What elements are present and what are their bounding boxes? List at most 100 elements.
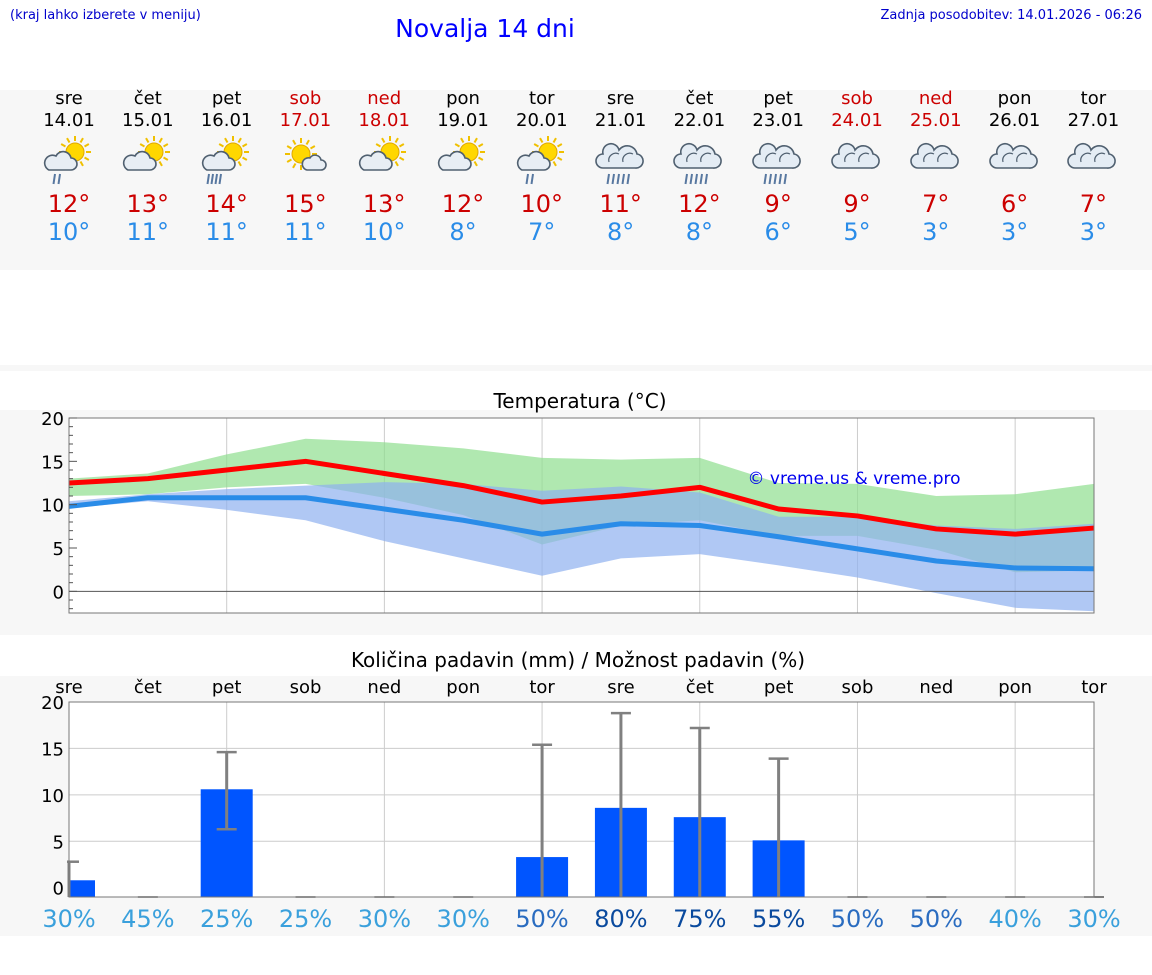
day-name: sre <box>55 88 83 109</box>
day-name: sre <box>606 88 635 109</box>
forecast-day: čet 15.01 13° 11° <box>109 88 187 246</box>
sun-cloud-rain-icon <box>516 136 564 185</box>
precipitation-tick-label: 10 <box>41 786 64 807</box>
day-name: sob <box>289 88 322 109</box>
day-date: 14.01 <box>43 110 95 131</box>
temperature-line-min <box>68 495 1095 572</box>
forecast-day: sob 24.01 9° 5° <box>818 88 896 246</box>
temp-min: 11° <box>205 218 248 246</box>
forecast-day: pon 26.01 6° 3° <box>976 88 1054 246</box>
temperature-tick-label: 15 <box>41 452 64 473</box>
temp-min: 8° <box>606 218 635 246</box>
forecast-day: pet 23.01 9° 6° <box>739 88 817 246</box>
temp-max: 12° <box>441 190 485 218</box>
precipitation-probability: 25% <box>279 905 332 933</box>
temperature-plot-border <box>68 417 1095 614</box>
forecast-day: čet 22.01 12° 8° <box>660 88 738 246</box>
cloud-icon <box>831 142 880 169</box>
precipitation-probability: 25% <box>200 905 253 933</box>
precipitation-category-label: ned <box>919 677 953 698</box>
precipitation-category-label: tor <box>529 677 555 698</box>
cloud-heavy-rain-icon <box>752 142 802 185</box>
forecast-day: pet 16.01 14° 11° <box>188 88 266 246</box>
day-date: 27.01 <box>1067 110 1120 131</box>
temp-min: 11° <box>284 218 327 246</box>
temp-min: 5° <box>843 218 871 246</box>
temperature-band-min-range <box>69 482 1094 612</box>
sun-cloud-icon <box>437 136 485 171</box>
precipitation-category-label: sob <box>290 677 322 698</box>
day-name: pet <box>763 88 793 109</box>
divider <box>0 365 1152 371</box>
day-date: 26.01 <box>988 110 1041 131</box>
forecast-day: ned 25.01 7° 3° <box>897 88 975 246</box>
precipitation-probability: 45% <box>121 905 174 933</box>
temperature-tick-label: 10 <box>41 496 64 517</box>
day-name: čet <box>133 88 162 109</box>
day-name: tor <box>1080 88 1107 109</box>
forecast-day: sre 21.01 11° 8° <box>582 88 660 246</box>
temperature-tick-label: 5 <box>53 539 64 560</box>
forecast-day: tor 20.01 10° 7° <box>503 88 581 246</box>
day-date: 15.01 <box>122 110 174 131</box>
temp-max: 12° <box>47 190 91 218</box>
precipitation-category-label: sre <box>55 677 82 698</box>
precipitation-category-label: ned <box>367 677 401 698</box>
temp-max: 10° <box>520 190 564 218</box>
precipitation-category-label: pon <box>998 677 1032 698</box>
precipitation-probability: 40% <box>988 905 1041 933</box>
precipitation-category-label: sre <box>607 677 634 698</box>
forecast-day: tor 27.01 7° 3° <box>1054 88 1132 246</box>
temp-max: 12° <box>678 190 721 218</box>
day-name: čet <box>685 88 714 109</box>
precipitation-category-label: čet <box>686 677 714 698</box>
temp-max: 7° <box>1079 190 1108 218</box>
temp-min: 10° <box>362 218 406 246</box>
day-date: 21.01 <box>594 110 647 131</box>
temp-min: 3° <box>1079 218 1108 246</box>
precipitation-tick-label: 20 <box>41 693 64 714</box>
precipitation-category-label: čet <box>134 677 162 698</box>
temp-min: 7° <box>528 218 556 246</box>
day-date: 20.01 <box>516 110 568 131</box>
day-name: sob <box>841 88 873 109</box>
day-date: 23.01 <box>752 110 804 131</box>
temp-max: 6° <box>1000 190 1029 218</box>
temp-max: 13° <box>126 190 170 218</box>
sun-cloud-icon <box>122 136 170 171</box>
precipitation-probability: 55% <box>752 905 805 933</box>
temp-min: 11° <box>126 218 170 246</box>
precipitation-probability: 30% <box>1067 905 1120 933</box>
precipitation-category-label: tor <box>1081 677 1107 698</box>
precipitation-tick-label: 5 <box>53 832 64 853</box>
day-date: 16.01 <box>200 110 253 131</box>
temp-max: 9° <box>764 190 792 218</box>
forecast-panel <box>0 90 1152 270</box>
forecast-day: pon 19.01 12° 8° <box>424 88 502 246</box>
precipitation-tick-label: 0 <box>53 879 64 900</box>
temperature-line-max <box>68 458 1095 537</box>
precipitation-bar <box>69 880 95 897</box>
day-date: 18.01 <box>358 110 410 131</box>
precipitation-probability: 50% <box>831 905 884 933</box>
day-name: pon <box>446 88 480 109</box>
cloud-icon <box>910 142 959 169</box>
precipitation-probability: 30% <box>437 905 490 933</box>
temp-min: 3° <box>1000 218 1029 246</box>
day-name: ned <box>367 88 402 109</box>
precipitation-chart-title: Količina padavin (mm) / Možnost padavin … <box>351 648 805 672</box>
precipitation-tick-label: 15 <box>41 739 64 760</box>
cloud-icon <box>1067 142 1117 169</box>
day-name: pon <box>997 88 1032 109</box>
forecast-day: ned 18.01 13° 10° <box>345 88 423 246</box>
precipitation-probability: 80% <box>594 905 647 933</box>
precipitation-probability: 50% <box>910 905 963 933</box>
sun-cloud-heavy-rain-icon <box>201 136 249 185</box>
day-date: 19.01 <box>437 110 489 131</box>
temp-min: 8° <box>685 218 714 246</box>
temperature-tick-label: 20 <box>41 409 64 430</box>
precipitation-plot-border <box>68 701 1095 898</box>
precipitation-category-label: pet <box>212 677 242 698</box>
day-date: 22.01 <box>673 110 726 131</box>
